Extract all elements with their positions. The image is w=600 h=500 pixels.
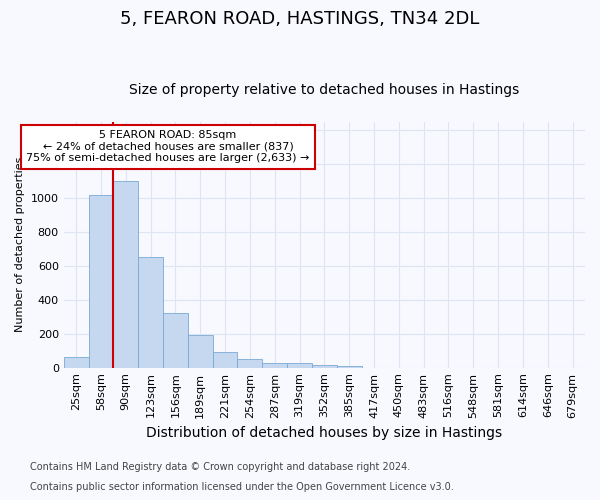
Bar [113, 181, 138, 368]
Text: Contains public sector information licensed under the Open Government Licence v3: Contains public sector information licen… [30, 482, 454, 492]
Bar [212, 352, 238, 368]
Bar [89, 194, 113, 368]
Bar [188, 336, 212, 368]
Bar [163, 312, 188, 368]
Title: Size of property relative to detached houses in Hastings: Size of property relative to detached ho… [129, 83, 520, 97]
Bar [262, 364, 287, 368]
Text: 5, FEARON ROAD, HASTINGS, TN34 2DL: 5, FEARON ROAD, HASTINGS, TN34 2DL [121, 10, 479, 28]
Bar [64, 356, 89, 368]
Bar [337, 366, 362, 368]
Bar [238, 359, 262, 368]
Bar [138, 258, 163, 368]
X-axis label: Distribution of detached houses by size in Hastings: Distribution of detached houses by size … [146, 426, 502, 440]
Bar [287, 364, 312, 368]
Text: 5 FEARON ROAD: 85sqm
← 24% of detached houses are smaller (837)
75% of semi-deta: 5 FEARON ROAD: 85sqm ← 24% of detached h… [26, 130, 310, 164]
Text: Contains HM Land Registry data © Crown copyright and database right 2024.: Contains HM Land Registry data © Crown c… [30, 462, 410, 472]
Bar [312, 365, 337, 368]
Y-axis label: Number of detached properties: Number of detached properties [15, 157, 25, 332]
